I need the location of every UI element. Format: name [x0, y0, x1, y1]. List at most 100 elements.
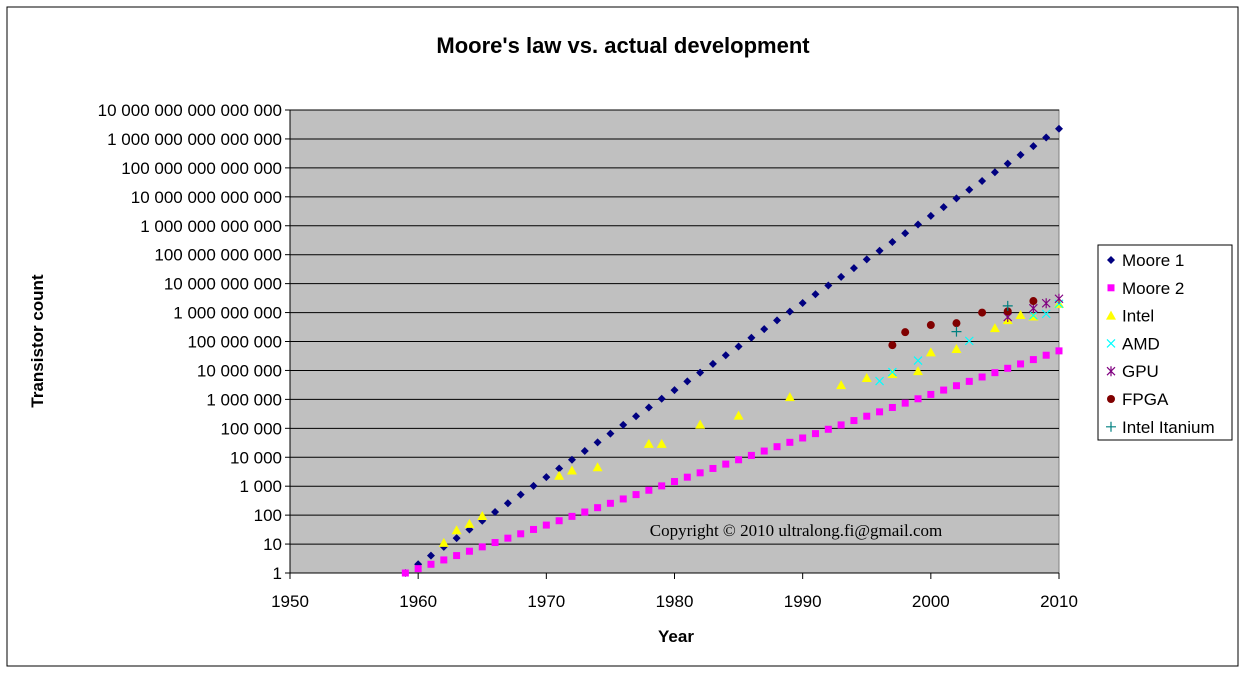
y-tick-label: 1 000 000 — [206, 390, 282, 409]
data-point — [414, 565, 422, 573]
data-point — [888, 341, 897, 350]
data-point — [708, 359, 717, 368]
data-point — [567, 455, 576, 464]
data-point — [465, 547, 473, 555]
data-point — [773, 316, 782, 325]
x-tick-label: 1970 — [527, 592, 565, 611]
data-point — [837, 272, 846, 281]
data-point — [657, 394, 666, 403]
series-moore-2 — [401, 347, 1063, 577]
data-point — [861, 372, 872, 382]
legend-label: AMD — [1122, 334, 1160, 353]
data-point — [606, 499, 614, 507]
data-point — [1028, 310, 1038, 320]
data-point — [1003, 307, 1012, 316]
x-tick-label: 1960 — [399, 592, 437, 611]
data-point — [991, 369, 999, 377]
data-point — [452, 534, 461, 543]
data-point — [1015, 310, 1026, 320]
data-point — [671, 478, 678, 486]
data-point — [451, 525, 462, 535]
data-point — [722, 460, 730, 468]
data-point — [901, 229, 910, 238]
data-point — [464, 518, 475, 528]
y-tick-label: 100 — [254, 506, 282, 525]
data-point — [965, 185, 974, 194]
x-tick-label: 1990 — [784, 592, 822, 611]
data-point — [477, 511, 488, 521]
data-point — [1042, 133, 1051, 142]
legend-marker — [1107, 256, 1115, 264]
data-point — [516, 490, 525, 499]
data-point — [785, 307, 794, 316]
data-point — [875, 246, 884, 255]
series-fpga — [888, 297, 1038, 350]
legend-label: FPGA — [1122, 390, 1169, 409]
data-point — [734, 342, 743, 351]
legend-label: Intel Itanium — [1122, 418, 1215, 437]
y-tick-label: 100 000 — [221, 419, 282, 438]
data-point — [554, 470, 565, 480]
data-point — [594, 504, 602, 512]
data-point — [863, 412, 871, 420]
legend-marker — [1107, 284, 1115, 292]
data-point — [876, 408, 884, 416]
data-point — [491, 539, 499, 547]
data-point — [850, 417, 858, 425]
y-tick-label: 100 000 000 000 000 — [121, 159, 282, 178]
y-axis-label: Transistor count — [28, 274, 47, 408]
data-point — [542, 521, 550, 529]
data-point — [695, 419, 706, 429]
data-point — [632, 491, 640, 499]
data-point — [619, 420, 628, 429]
x-tick-label: 2010 — [1040, 592, 1078, 611]
legend-marker — [1106, 366, 1116, 377]
data-point — [542, 473, 551, 482]
x-tick-label: 2000 — [912, 592, 950, 611]
y-tick-label: 10 000 000 — [197, 361, 282, 380]
data-point — [811, 430, 819, 438]
data-point — [849, 264, 858, 273]
y-tick-label: 1 000 000 000 000 000 — [107, 130, 282, 149]
data-point — [1017, 360, 1025, 368]
data-point — [786, 438, 794, 446]
data-point — [951, 344, 962, 354]
legend: Moore 1 Moore 2 Intel AMD GPU FPGA Intel Itani… — [1097, 244, 1233, 441]
data-point — [580, 447, 589, 456]
data-point — [1041, 298, 1051, 309]
legend-label: Moore 2 — [1122, 279, 1184, 298]
data-point — [1042, 351, 1050, 359]
data-point — [1055, 347, 1063, 355]
data-point — [888, 403, 896, 411]
data-point — [555, 517, 563, 525]
data-point — [824, 281, 833, 290]
data-point — [592, 462, 603, 472]
x-axis-label: Year — [658, 627, 694, 646]
data-point — [901, 399, 909, 407]
data-point — [619, 495, 627, 503]
data-point — [887, 367, 897, 377]
data-point — [504, 534, 512, 542]
chart-title: Moore's law vs. actual development — [436, 33, 810, 58]
data-point — [989, 323, 1000, 333]
legend-marker — [1106, 310, 1116, 320]
data-point — [760, 447, 768, 455]
data-point — [643, 438, 654, 448]
legend-marker — [1107, 395, 1115, 403]
data-point — [901, 328, 910, 337]
data-point — [914, 220, 923, 229]
data-point — [978, 308, 987, 317]
data-point — [566, 465, 577, 475]
data-point — [964, 336, 974, 346]
legend-label: GPU — [1122, 362, 1159, 381]
y-tick-label: 100 000 000 000 — [154, 246, 282, 265]
data-point — [1055, 124, 1063, 133]
y-tick-label: 1 000 000 000 000 — [140, 217, 282, 236]
data-point — [952, 319, 961, 328]
copyright-annotation: Copyright © 2010 ultralong.fi@gmail.com — [650, 521, 943, 540]
data-point — [440, 556, 448, 564]
data-point — [978, 177, 987, 186]
data-point — [1002, 300, 1013, 311]
data-point — [733, 410, 744, 420]
data-point — [517, 530, 525, 538]
